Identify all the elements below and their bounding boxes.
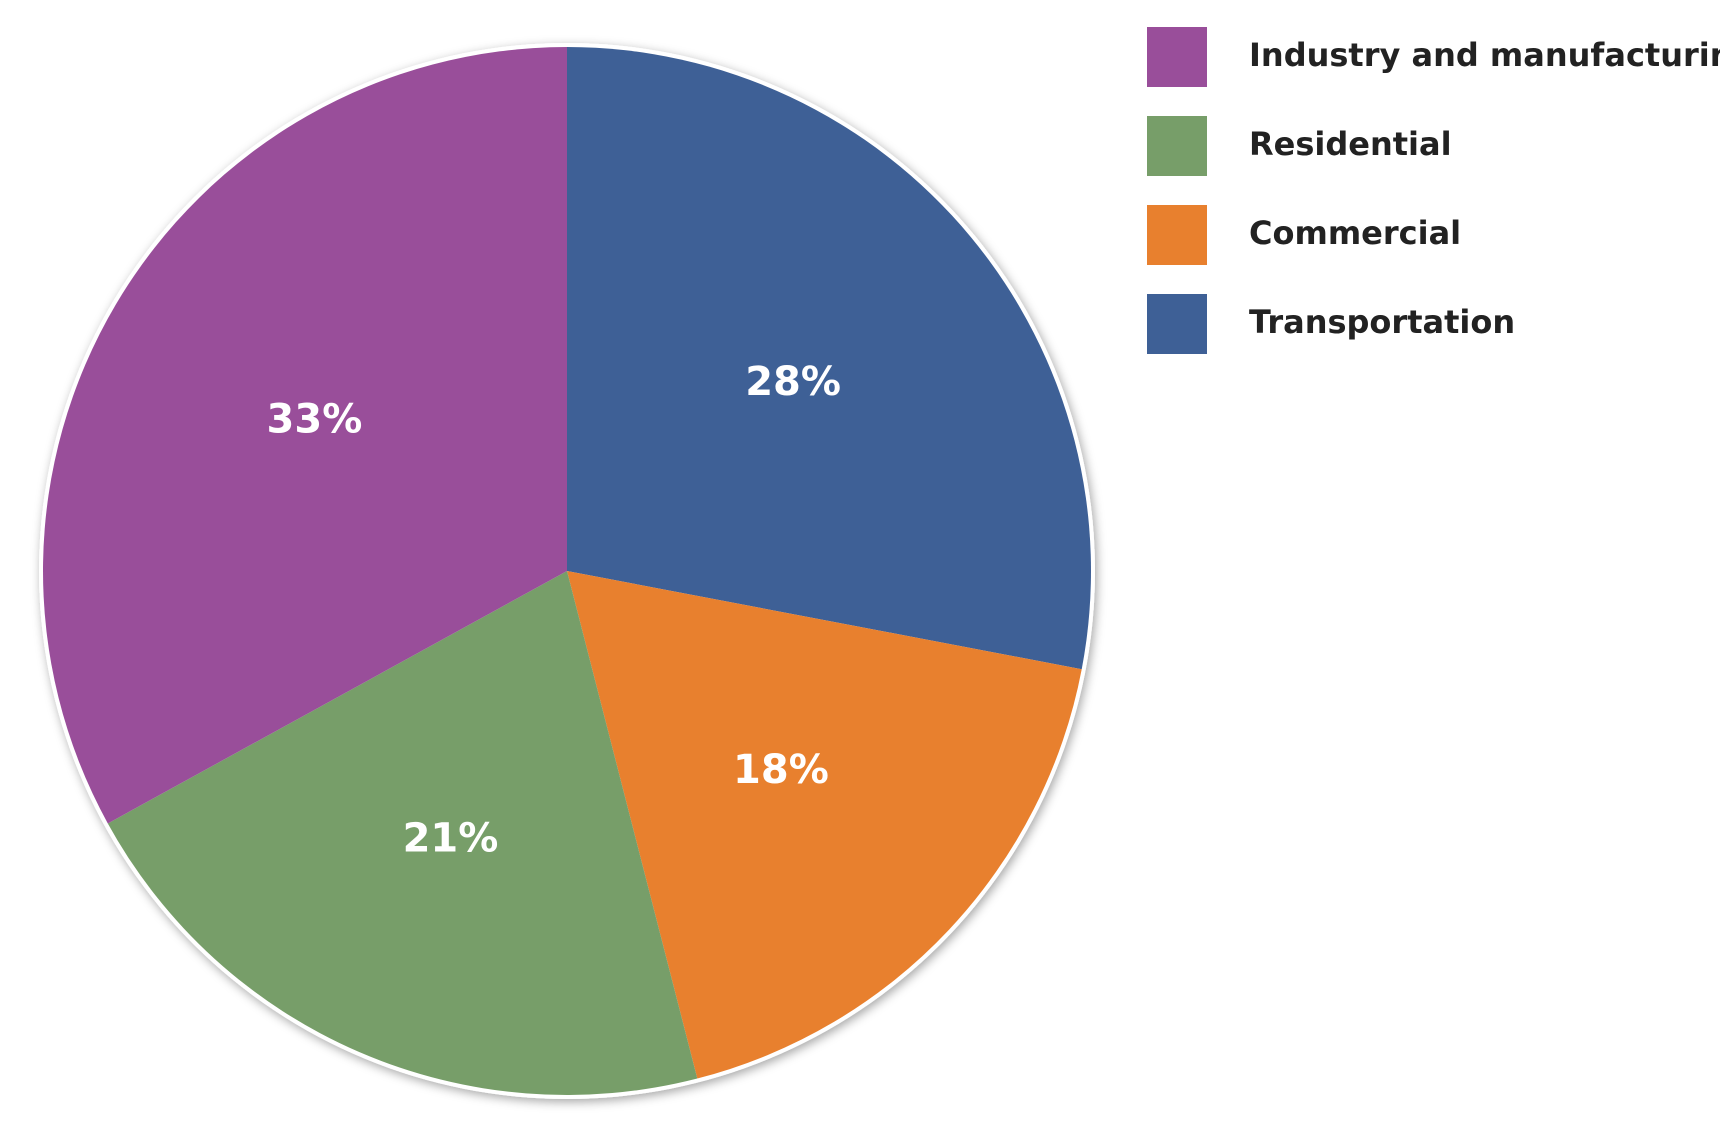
legend-item-industry-and-manufacturing: Industry and manufacturing: [1147, 27, 1720, 87]
legend-label-industry-and-manufacturing: Industry and manufacturing: [1249, 36, 1720, 74]
legend-swatch-commercial: [1147, 205, 1207, 265]
legend-swatch-transportation: [1147, 294, 1207, 354]
legend-label-commercial: Commercial: [1249, 214, 1461, 252]
slice-label-residential: 21%: [403, 815, 499, 861]
legend-item-residential: Residential: [1147, 116, 1452, 176]
pie-slices: [43, 47, 1091, 1095]
legend: Industry and manufacturing Residential Com…: [1147, 27, 1720, 354]
slice-commercial: [567, 571, 1082, 1079]
legend-item-transportation: Transportation: [1147, 294, 1515, 354]
legend-swatch-residential: [1147, 116, 1207, 176]
slice-transportation: [567, 47, 1091, 670]
slice-label-commercial: 18%: [733, 747, 829, 793]
legend-swatch-industry-and-manufacturing: [1147, 27, 1207, 87]
slice-label-industry-and-manufacturing: 33%: [267, 397, 363, 443]
slice-industry-and-manufacturing: [43, 47, 568, 824]
legend-item-commercial: Commercial: [1147, 205, 1461, 265]
pie-slice-labels: 28% 18% 21% 33%: [267, 359, 841, 861]
slice-residential: [107, 571, 698, 1095]
legend-label-transportation: Transportation: [1249, 303, 1515, 341]
slice-label-transportation: 28%: [745, 359, 841, 405]
legend-label-residential: Residential: [1249, 125, 1452, 163]
